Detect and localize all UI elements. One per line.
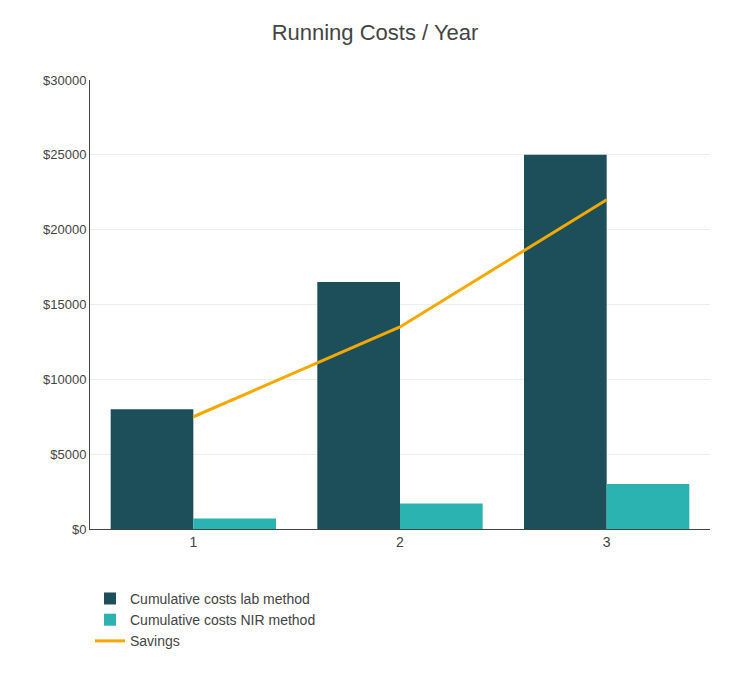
svg-text:Cumulative costs NIR method: Cumulative costs NIR method — [130, 612, 315, 628]
svg-text:$30000: $30000 — [43, 73, 86, 88]
svg-text:1: 1 — [189, 534, 197, 550]
svg-text:Savings: Savings — [130, 633, 180, 649]
svg-text:$15000: $15000 — [43, 297, 86, 312]
svg-text:$10000: $10000 — [43, 372, 86, 387]
svg-text:Running Costs / Year: Running Costs / Year — [272, 20, 479, 45]
svg-text:$0: $0 — [72, 522, 86, 537]
svg-text:$20000: $20000 — [43, 222, 86, 237]
svg-text:$5000: $5000 — [50, 447, 86, 462]
svg-text:2: 2 — [396, 534, 404, 550]
svg-text:Cumulative costs lab method: Cumulative costs lab method — [130, 591, 310, 607]
svg-text:3: 3 — [603, 534, 611, 550]
svg-text:$25000: $25000 — [43, 147, 86, 162]
